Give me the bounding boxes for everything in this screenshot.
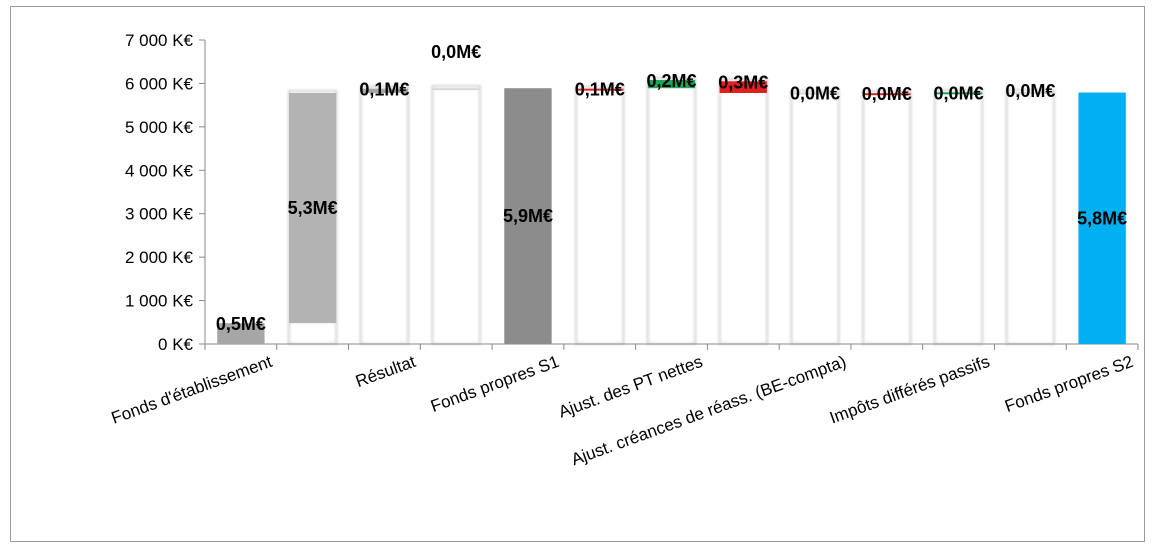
y-tick-label: 7 000 K€ [125, 31, 194, 50]
bar-base-ghost [1005, 89, 1056, 345]
bar-base-ghost [646, 76, 697, 345]
increase-bar [791, 92, 839, 95]
increase-bar [288, 92, 337, 324]
bar-group [217, 79, 1126, 344]
decrease-bar [576, 88, 624, 91]
bar-background-group [287, 76, 1056, 345]
increase-bar [360, 88, 409, 93]
y-tick-label: 0 K€ [158, 335, 194, 354]
x-axis-labels: Fonds d'établissement Résultat Fonds propr… [109, 352, 1136, 469]
category-label: Fonds propres S2 [1002, 352, 1135, 416]
data-label-group: 0,5M€ 5,3M€ 0,1M€ 0,0M€ 5,9M€ 0,1M€ 0,2M€ 0,3M€… [216, 42, 1127, 334]
category-label: Impôts différés passifs [827, 352, 992, 428]
total-bar [217, 323, 265, 344]
increase-bar [432, 88, 480, 91]
data-label: 0,0M€ [1005, 81, 1055, 101]
y-tick-label: 6 000 K€ [125, 74, 194, 93]
increase-bar [1006, 92, 1055, 95]
decrease-bar [719, 81, 767, 93]
data-label: 0,0M€ [934, 83, 984, 103]
data-label: 0,3M€ [718, 72, 768, 92]
data-label: 5,3M€ [288, 198, 338, 218]
total-bar [504, 88, 552, 344]
bar-base-ghost [718, 78, 768, 345]
y-tick-label: 5 000 K€ [125, 118, 194, 137]
decrease-bar [863, 93, 911, 96]
increase-bar [647, 79, 696, 89]
y-tick-label: 2 000 K€ [125, 248, 194, 267]
data-label: 0,0M€ [790, 84, 840, 104]
data-label: 0,0M€ [431, 42, 481, 62]
data-label: 5,8M€ [1077, 208, 1127, 228]
category-label: Ajust. créances de réass. (BE-compta) [569, 352, 849, 469]
total-bar [1078, 92, 1126, 344]
category-label: Fonds d'établissement [109, 352, 275, 428]
data-label: 5,9M€ [503, 206, 553, 226]
y-tick-label: 1 000 K€ [125, 292, 194, 311]
bar-base-ghost [575, 85, 625, 345]
bar-base-ghost [431, 85, 481, 345]
data-label: 0,0M€ [862, 84, 912, 104]
bar-base-ghost [933, 89, 984, 345]
category-label: Fonds propres S1 [428, 352, 561, 416]
bar-base-ghost [790, 89, 840, 345]
bar-base-ghost [359, 85, 410, 345]
data-label: 0,2M€ [646, 71, 696, 91]
increase-bar [934, 92, 983, 95]
data-label: 0,1M€ [359, 80, 409, 100]
bar-base-ghost [862, 90, 912, 345]
category-label: Résultat [353, 352, 418, 391]
data-label: 0,5M€ [216, 314, 266, 334]
y-axis: 0 K€ 1 000 K€ 2 000 K€ 3 000 K€ 4 000 K€ 5 00… [125, 31, 1139, 354]
y-tick-label: 3 000 K€ [125, 205, 194, 224]
y-tick-label: 4 000 K€ [125, 161, 194, 180]
data-label: 0,1M€ [575, 80, 625, 100]
